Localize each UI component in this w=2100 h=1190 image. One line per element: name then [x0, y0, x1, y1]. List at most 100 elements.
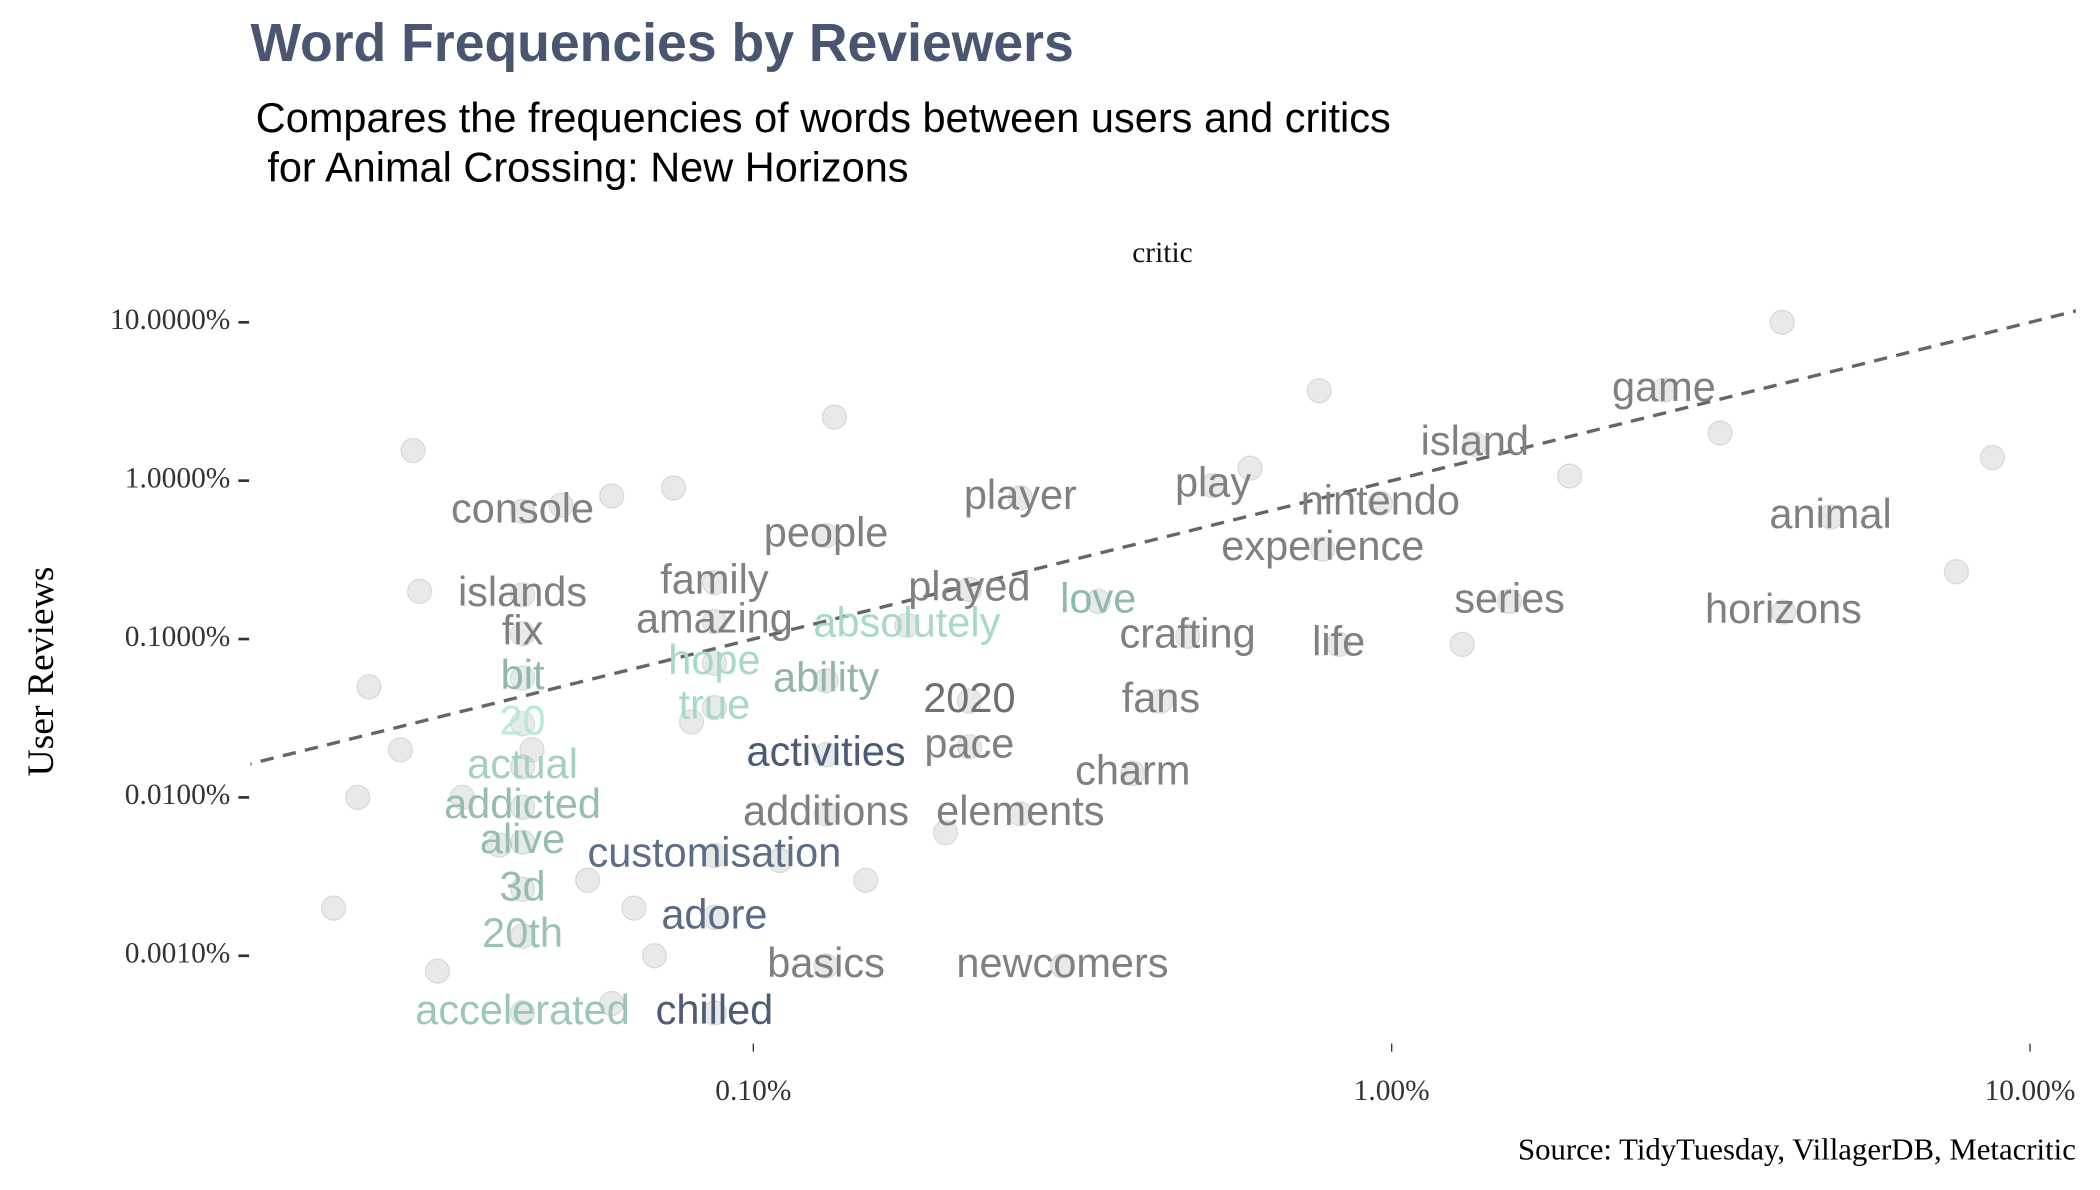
point [509, 829, 536, 855]
point [701, 569, 728, 596]
caption: Source: TidyTuesday, VillagerDB, Metacri… [1518, 1132, 2076, 1166]
point [1148, 688, 1174, 714]
point [1707, 420, 1733, 446]
word-label: console [451, 484, 594, 531]
point [548, 492, 574, 518]
point [449, 784, 476, 811]
point [813, 522, 839, 549]
point [813, 741, 839, 768]
point [1120, 760, 1146, 787]
point [641, 943, 668, 969]
point [356, 673, 382, 700]
point [1367, 490, 1394, 517]
word-label: newcomers [956, 939, 1168, 986]
point [701, 650, 728, 676]
word-label: island [1421, 417, 1529, 464]
word-label: family [660, 556, 769, 603]
point [1556, 463, 1583, 489]
subtitle: Compares the frequencies of words betwee… [256, 94, 1391, 141]
point [1496, 588, 1523, 615]
point [813, 801, 839, 827]
word-label: elements [936, 787, 1104, 834]
word-label: actual [467, 740, 578, 787]
word-label: player [964, 471, 1077, 518]
point [1306, 377, 1332, 404]
point [701, 904, 728, 931]
y-tick-label: 0.0100% [125, 779, 231, 811]
point [1770, 599, 1797, 625]
word-label: play [1175, 459, 1251, 506]
point [1007, 801, 1034, 827]
point [598, 483, 625, 509]
word-label: horizons [1705, 585, 1862, 632]
word-label: true [679, 681, 751, 728]
point [1651, 377, 1677, 403]
point [621, 895, 647, 921]
point [509, 794, 536, 820]
word-label: people [764, 509, 889, 556]
word-label: pace [924, 720, 1014, 767]
x-tick-label: 1.00% [1354, 1075, 1430, 1107]
word-label: life [1312, 617, 1365, 664]
chart-title: Word Frequencies by Reviewers [250, 13, 1073, 73]
word-label: played [908, 562, 1030, 609]
point [320, 895, 347, 921]
word-label: absolutely [813, 598, 1000, 645]
point [701, 842, 728, 869]
word-label: basics [767, 939, 885, 986]
y-tick-label: 0.1000% [125, 621, 231, 653]
point [660, 475, 687, 501]
word-label: bit [501, 651, 545, 698]
plot-area [250, 309, 2076, 1026]
word-label: alive [480, 815, 565, 862]
point [424, 958, 451, 984]
point [344, 784, 371, 811]
point [1462, 431, 1488, 457]
word-label: animal [1769, 490, 1891, 537]
word-label: series [1454, 574, 1565, 621]
point [509, 923, 536, 949]
facet-label: critic [1132, 237, 1193, 269]
word-label: addicted [444, 780, 601, 827]
point [1049, 953, 1076, 979]
y-axis-label: User Reviews [21, 567, 62, 777]
y-tick-label: 1.0000% [125, 462, 231, 494]
point [509, 1000, 536, 1026]
subtitle: for Animal Crossing: New Horizons [256, 144, 909, 191]
point [1310, 536, 1336, 562]
word-label: fans [1122, 674, 1200, 721]
word-label: amazing [636, 594, 793, 641]
word-label: experience [1221, 522, 1424, 569]
word-label: hope [668, 636, 760, 683]
point [509, 582, 536, 608]
point [701, 694, 728, 721]
point [509, 620, 536, 647]
point [1817, 504, 1844, 530]
point [1237, 455, 1263, 481]
point [932, 819, 959, 846]
point [598, 990, 625, 1017]
word-label: adore [661, 890, 767, 937]
point [509, 498, 536, 525]
point [400, 437, 426, 464]
y-tick-label: 10.0000% [110, 304, 230, 336]
point [1325, 631, 1352, 658]
word-label: 20 [499, 697, 545, 744]
point [1007, 485, 1034, 511]
point [813, 667, 839, 694]
word-label: charm [1075, 746, 1190, 793]
word-label: 3d [499, 862, 545, 909]
point [956, 688, 983, 714]
x-tick-label: 10.00% [1985, 1075, 2076, 1107]
point [894, 612, 920, 639]
word-label: 2020 [923, 674, 1015, 721]
point [1769, 309, 1795, 336]
point [1449, 631, 1475, 658]
word-label: love [1060, 574, 1136, 621]
point [767, 847, 793, 874]
word-label: game [1612, 363, 1716, 410]
point [1200, 472, 1226, 499]
word-label: ability [773, 654, 879, 701]
